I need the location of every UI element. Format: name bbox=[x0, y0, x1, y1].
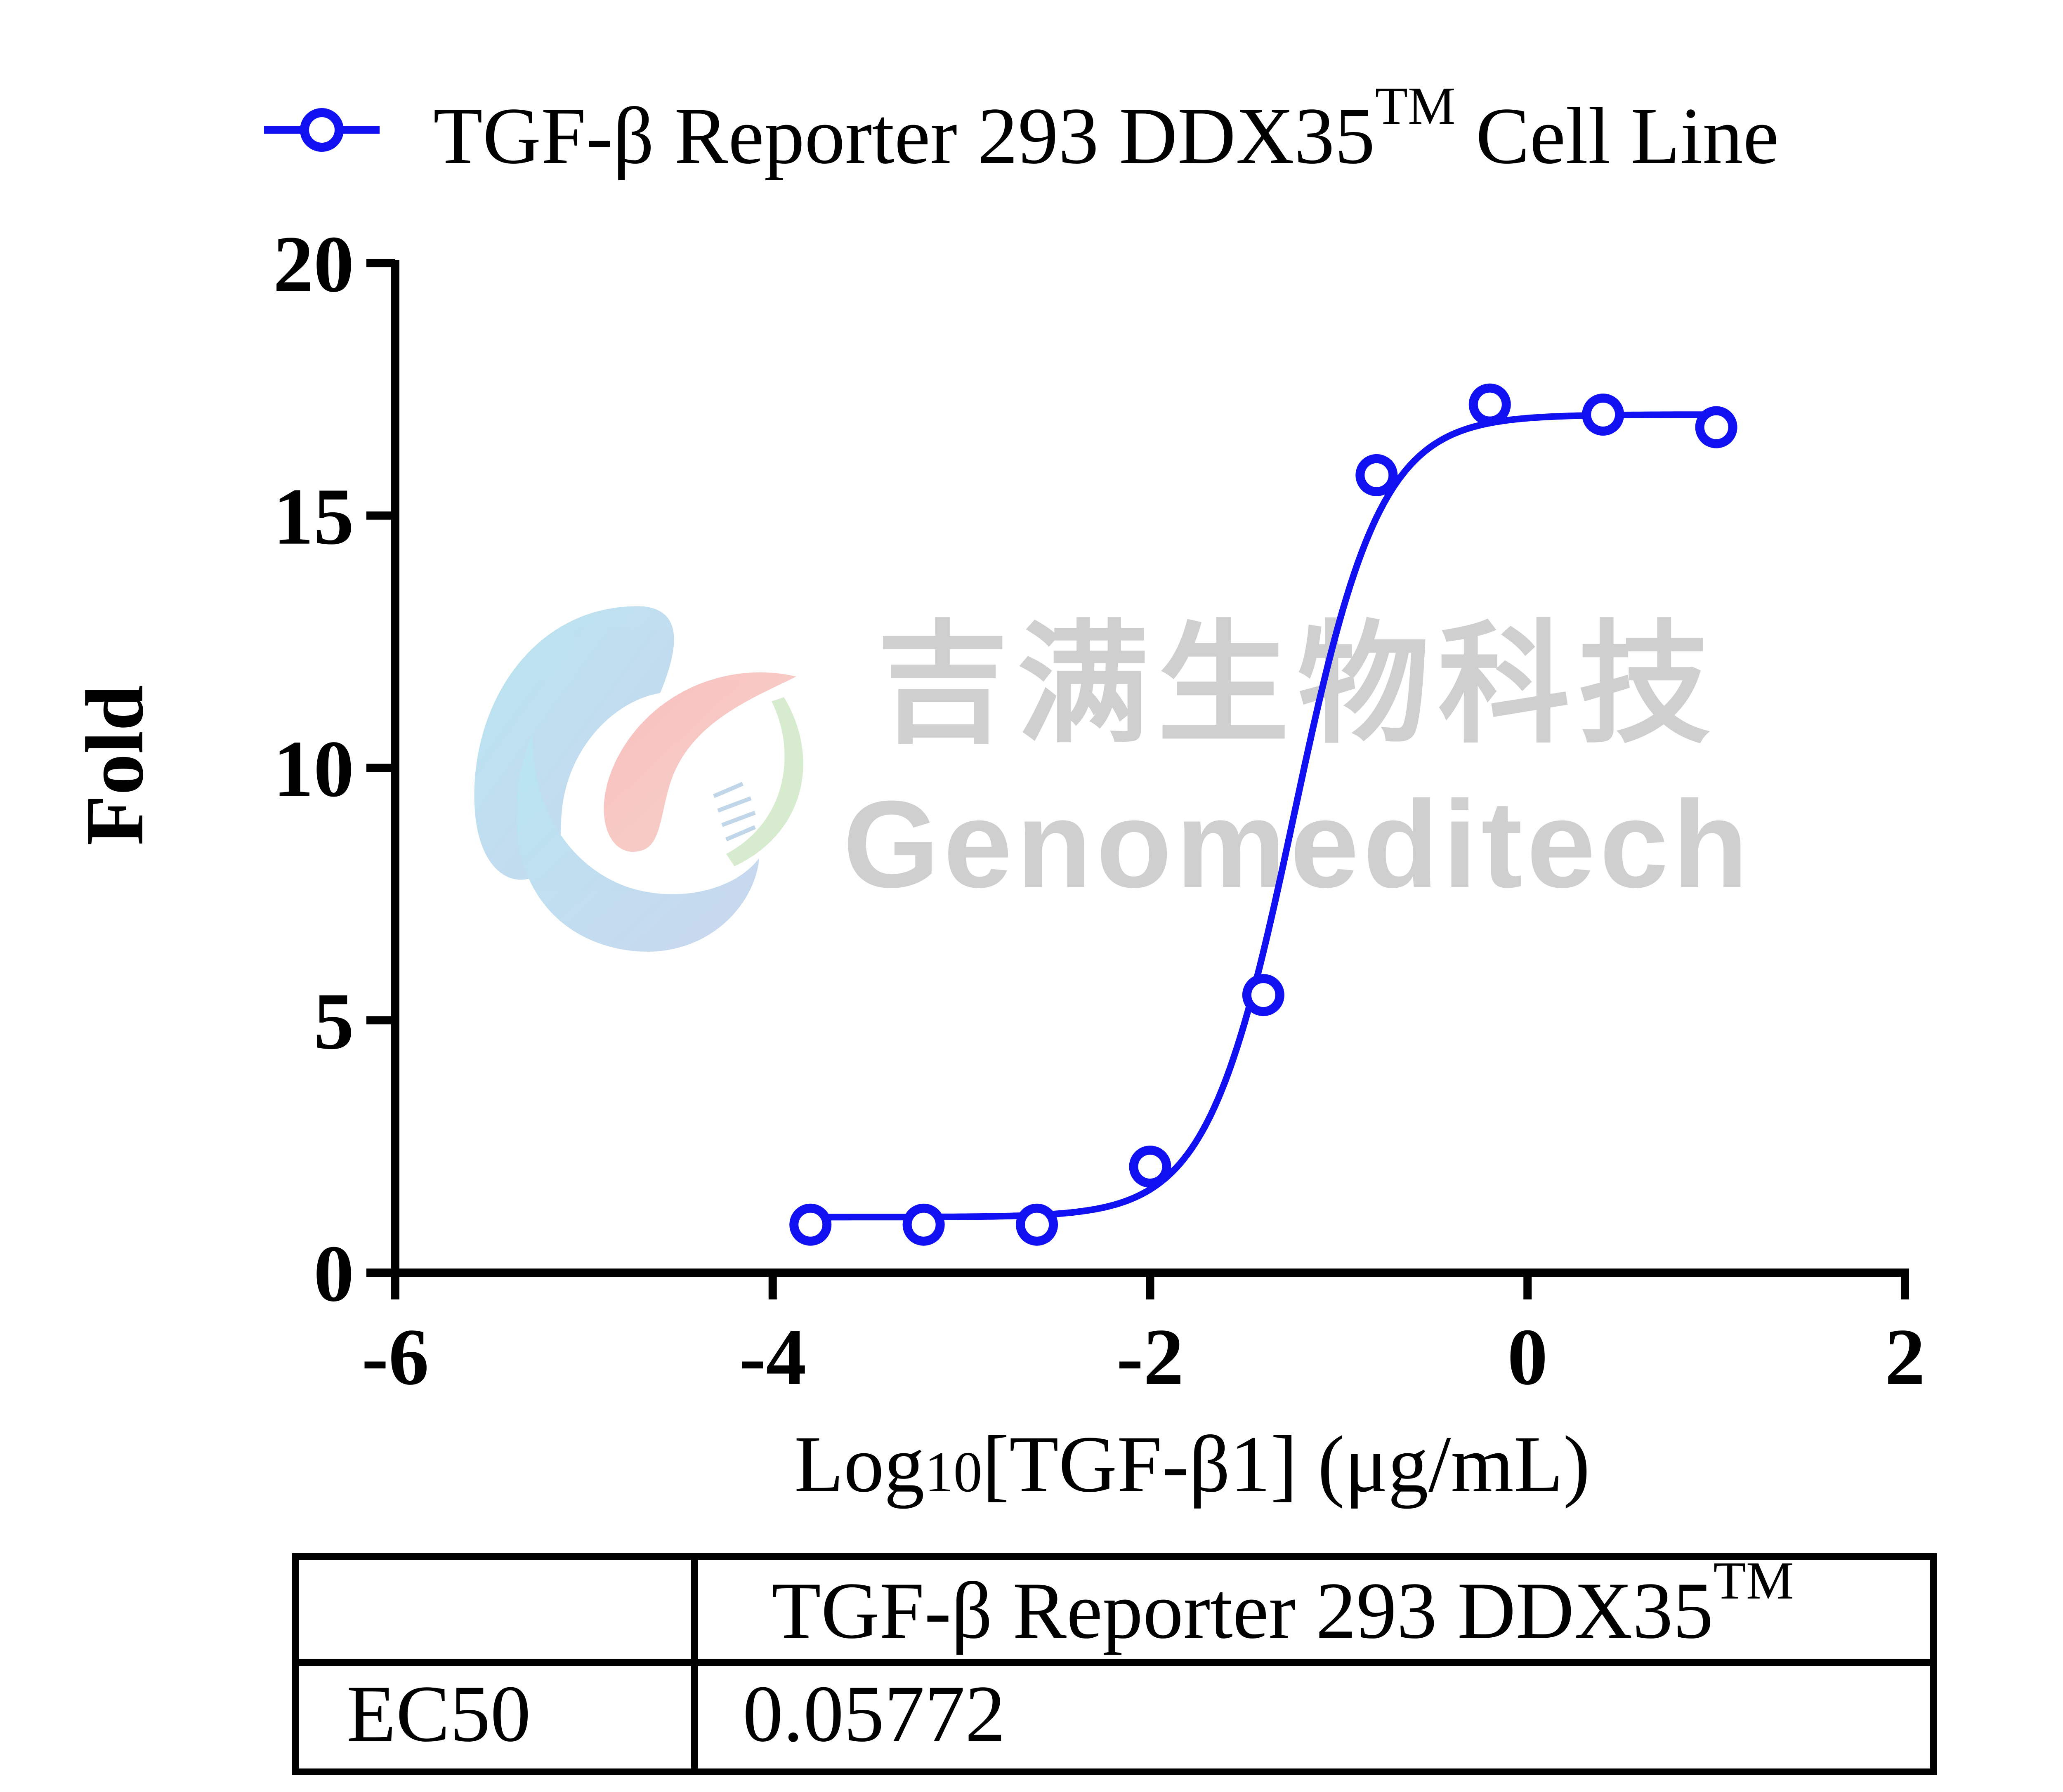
fit-curve bbox=[810, 411, 1716, 1221]
data-point bbox=[1242, 974, 1284, 1016]
x-axis-label-prefix: Log bbox=[794, 1419, 925, 1509]
legend-marker-icon bbox=[300, 108, 344, 152]
y-tick-label: 5 bbox=[314, 976, 354, 1066]
x-tick-label: -2 bbox=[1116, 1312, 1184, 1402]
y-tick-label: 15 bbox=[273, 472, 354, 561]
legend-label: TGF-β Reporter 293 DDX35TM Cell Line bbox=[433, 76, 1779, 181]
plot-area bbox=[789, 383, 1737, 1246]
axes: 0 5 10 15 20 -6 -4 -2 0 2 bbox=[273, 219, 1925, 1402]
data-point bbox=[1468, 383, 1511, 426]
y-tick-label: 0 bbox=[314, 1229, 354, 1318]
y-axis-label: Fold bbox=[69, 685, 161, 846]
data-point bbox=[1695, 406, 1737, 448]
data-point bbox=[1016, 1203, 1058, 1246]
data-point bbox=[789, 1203, 832, 1246]
table-header-label: TGF-β Reporter 293 DDX35 bbox=[772, 1566, 1714, 1655]
legend-label-suffix: Cell Line bbox=[1456, 91, 1779, 181]
data-point bbox=[1129, 1146, 1171, 1188]
legend-label-main: TGF-β Reporter 293 DDX35 bbox=[433, 91, 1375, 181]
table-row-label: EC50 bbox=[347, 1669, 531, 1759]
legend: TGF-β Reporter 293 DDX35TM Cell Line bbox=[264, 76, 1779, 181]
legend-label-superscript: TM bbox=[1375, 76, 1456, 136]
results-table bbox=[292, 1553, 1937, 1775]
y-tick-label: 10 bbox=[273, 724, 354, 814]
x-tick-label: 0 bbox=[1507, 1312, 1548, 1402]
table-row-value: 0.05772 bbox=[743, 1669, 1006, 1759]
x-axis-label-subscript: 10 bbox=[925, 1440, 982, 1504]
data-point bbox=[1355, 454, 1398, 496]
data-point bbox=[1582, 394, 1624, 436]
y-tick-label: 20 bbox=[273, 219, 354, 309]
x-tick-label: -4 bbox=[739, 1312, 806, 1402]
x-axis-label-suffix: [TGF-β1] (μg/mL) bbox=[982, 1419, 1590, 1509]
watermark-logo bbox=[474, 606, 803, 952]
x-tick-label: 2 bbox=[1885, 1312, 1925, 1402]
watermark-chinese: 吉满生物科技 bbox=[877, 608, 1718, 762]
table-header-superscript: TM bbox=[1714, 1551, 1794, 1610]
x-tick-label: -6 bbox=[361, 1312, 429, 1402]
table-header-cell-1: TGF-β Reporter 293 DDX35TM bbox=[772, 1551, 1794, 1655]
dna-icon bbox=[713, 782, 756, 842]
x-axis-label: Log10[TGF-β1] (μg/mL) bbox=[794, 1419, 1590, 1509]
data-point bbox=[902, 1203, 945, 1246]
